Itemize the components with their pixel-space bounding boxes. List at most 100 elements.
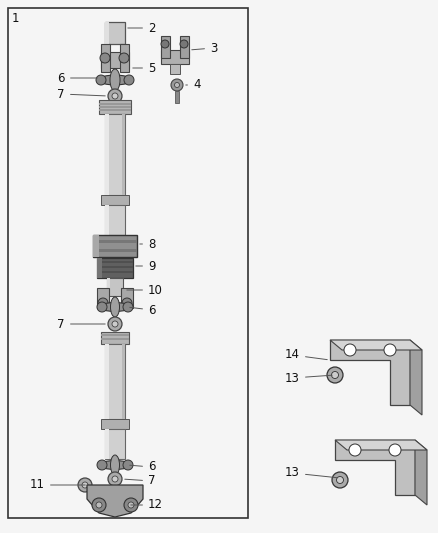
- Circle shape: [92, 498, 106, 512]
- Ellipse shape: [110, 69, 120, 91]
- Bar: [99, 109, 131, 110]
- Text: 11: 11: [30, 479, 85, 491]
- Bar: [101, 332, 129, 344]
- Bar: [120, 44, 129, 72]
- Circle shape: [100, 53, 110, 63]
- Text: 13: 13: [285, 372, 332, 384]
- Bar: [97, 261, 133, 263]
- Circle shape: [112, 321, 118, 327]
- Circle shape: [180, 40, 188, 48]
- Bar: [97, 258, 102, 278]
- Bar: [93, 249, 137, 252]
- Circle shape: [124, 498, 138, 512]
- Bar: [99, 100, 131, 114]
- Polygon shape: [335, 440, 415, 495]
- Circle shape: [336, 477, 343, 483]
- Circle shape: [384, 344, 396, 356]
- Text: 7: 7: [57, 318, 105, 330]
- Text: 3: 3: [192, 42, 217, 54]
- Bar: [93, 240, 137, 243]
- Circle shape: [124, 75, 134, 85]
- Circle shape: [174, 83, 180, 87]
- Polygon shape: [335, 440, 427, 450]
- Ellipse shape: [110, 455, 120, 475]
- Bar: [97, 271, 133, 273]
- Bar: [105, 22, 109, 44]
- Circle shape: [344, 344, 356, 356]
- Bar: [101, 338, 129, 340]
- Bar: [180, 36, 189, 58]
- Bar: [105, 429, 125, 459]
- Bar: [105, 114, 125, 195]
- Text: 6: 6: [130, 303, 155, 317]
- Polygon shape: [410, 340, 422, 415]
- Bar: [97, 288, 109, 308]
- Polygon shape: [330, 340, 422, 350]
- Bar: [93, 235, 99, 257]
- Bar: [105, 22, 125, 44]
- Bar: [101, 52, 106, 68]
- Bar: [175, 91, 179, 103]
- Text: 10: 10: [127, 284, 163, 296]
- Circle shape: [122, 298, 132, 308]
- Circle shape: [112, 93, 118, 99]
- Ellipse shape: [100, 461, 130, 470]
- Bar: [101, 419, 129, 429]
- Bar: [101, 52, 129, 68]
- Bar: [122, 344, 125, 419]
- Bar: [105, 114, 109, 195]
- Text: 6: 6: [57, 71, 97, 85]
- Circle shape: [112, 476, 118, 482]
- Text: 9: 9: [136, 260, 155, 272]
- Bar: [97, 258, 133, 278]
- Circle shape: [98, 298, 108, 308]
- Text: 1: 1: [12, 12, 20, 25]
- Bar: [170, 64, 180, 74]
- Circle shape: [123, 302, 133, 312]
- Circle shape: [97, 460, 107, 470]
- Text: 8: 8: [140, 238, 155, 251]
- Bar: [105, 344, 125, 419]
- Circle shape: [82, 482, 88, 488]
- Text: 7: 7: [57, 87, 105, 101]
- Bar: [121, 288, 133, 308]
- Text: 2: 2: [128, 21, 155, 35]
- Bar: [161, 50, 189, 64]
- Circle shape: [389, 444, 401, 456]
- Circle shape: [108, 472, 122, 486]
- Circle shape: [123, 460, 133, 470]
- Bar: [101, 195, 129, 205]
- Bar: [105, 205, 109, 235]
- Bar: [99, 103, 131, 104]
- Bar: [107, 278, 110, 296]
- Bar: [122, 114, 125, 195]
- Circle shape: [78, 478, 92, 492]
- Text: 6: 6: [130, 461, 155, 473]
- Bar: [93, 235, 137, 257]
- Polygon shape: [87, 485, 143, 517]
- Text: 7: 7: [125, 474, 155, 488]
- Bar: [107, 278, 123, 296]
- Circle shape: [96, 75, 106, 85]
- Text: 13: 13: [285, 466, 337, 480]
- Bar: [101, 334, 129, 336]
- Circle shape: [108, 89, 122, 103]
- Circle shape: [97, 302, 107, 312]
- Circle shape: [161, 40, 169, 48]
- Text: 4: 4: [186, 78, 201, 92]
- Polygon shape: [330, 340, 410, 405]
- Bar: [161, 36, 170, 58]
- Ellipse shape: [100, 303, 130, 311]
- Bar: [105, 205, 125, 235]
- Circle shape: [349, 444, 361, 456]
- Text: 14: 14: [285, 349, 327, 361]
- Circle shape: [108, 317, 122, 331]
- Text: 5: 5: [133, 61, 155, 75]
- Ellipse shape: [110, 297, 120, 317]
- Circle shape: [171, 79, 183, 91]
- Circle shape: [96, 502, 102, 508]
- Circle shape: [332, 472, 348, 488]
- Text: 12: 12: [131, 498, 163, 512]
- Circle shape: [332, 372, 339, 378]
- Bar: [99, 106, 131, 108]
